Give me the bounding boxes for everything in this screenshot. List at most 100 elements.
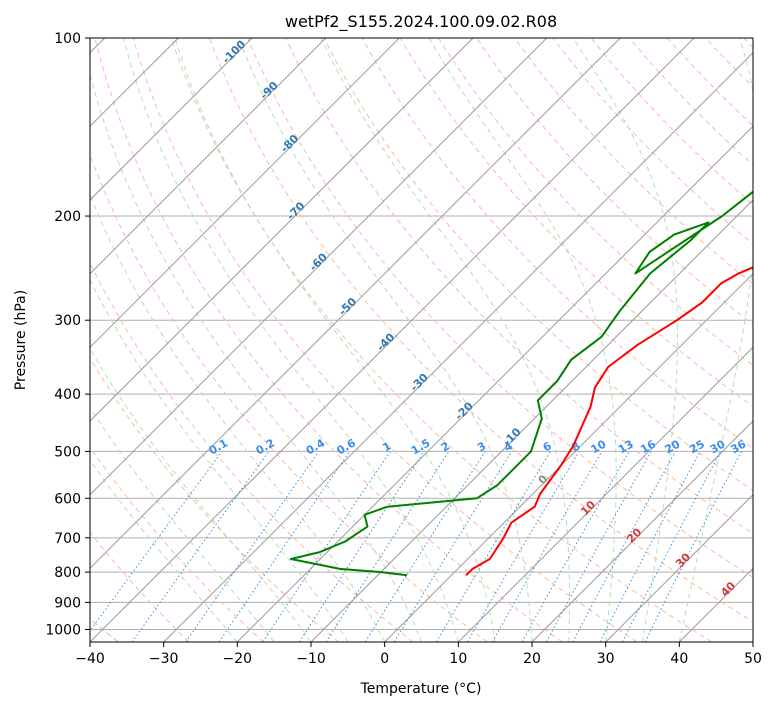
isotherm-label: -70: [284, 199, 307, 222]
isotherm-label: -30: [408, 371, 431, 394]
y-tick-label: 400: [54, 387, 81, 403]
mixing-ratio-label: 20: [662, 437, 682, 456]
mixing-ratio-label: 25: [687, 437, 707, 456]
isotherm-line: [457, 346, 753, 642]
isotherm-label: 0: [536, 472, 551, 487]
mixing-ratio-line: [467, 451, 580, 642]
isotherm-line: [236, 125, 753, 642]
isotherm-line: [163, 51, 753, 642]
moist-adiabat-line: [90, 406, 275, 642]
temperature-profile-line: [465, 266, 753, 577]
isotherm-label: 30: [673, 550, 693, 570]
mixing-ratio-line: [545, 451, 652, 642]
dry-adiabat-line: [90, 261, 414, 642]
isotherm-line: [90, 38, 695, 642]
plot-frame: [89, 37, 754, 643]
y-tick-label: 900: [54, 595, 81, 611]
isotherm-label: -50: [336, 295, 359, 318]
mixing-ratio-label: 36: [729, 437, 749, 456]
mixing-ratio-line: [435, 451, 552, 642]
y-tick-label: 500: [54, 444, 81, 460]
dry-adiabat-line: [399, 38, 753, 408]
isotherm-label: 20: [624, 525, 644, 545]
y-tick-label: 300: [54, 313, 81, 329]
isotherm-line: [310, 199, 753, 642]
moist-adiabat-line: [174, 38, 496, 642]
x-tick-label: −20: [223, 651, 253, 667]
x-tick-label: 50: [744, 651, 762, 667]
mixing-ratio-line: [364, 451, 486, 642]
mixing-ratio-line: [90, 451, 223, 632]
moist-adiabat-line: [90, 278, 349, 642]
isotherm-label: 40: [718, 579, 738, 599]
mixing-ratio-label: 0.2: [254, 436, 277, 457]
isotherm-line: [90, 38, 621, 570]
isotherm-line: [90, 38, 548, 496]
dry-adiabat-line: [743, 38, 753, 49]
isotherm-label: -80: [278, 132, 301, 155]
x-tick-label: 30: [597, 651, 615, 667]
x-axis-title: Temperature (°C): [360, 681, 482, 697]
isotherm-label: -20: [453, 399, 476, 422]
isotherm-line: [531, 420, 753, 642]
y-axis-title: Pressure (hPa): [13, 290, 29, 390]
dry-adiabat-line: [170, 38, 712, 642]
mixing-ratio-line: [521, 451, 630, 642]
mixing-ratio-label: 1.5: [409, 436, 432, 457]
dry-adiabat-line: [209, 38, 753, 623]
mixing-ratio-line: [131, 451, 270, 642]
dry-adiabat-line: [285, 38, 753, 535]
isotherm-label: -60: [307, 250, 330, 273]
dry-adiabat-line: [247, 38, 753, 578]
y-tick-label: 800: [54, 565, 81, 581]
x-tick-label: 10: [449, 651, 467, 667]
isotherm-line: [90, 38, 253, 201]
dry-adiabat-line: [437, 38, 753, 366]
y-tick-label: 1000: [45, 622, 81, 638]
mixing-ratio-label: 0.4: [304, 436, 328, 457]
mixing-ratio-line: [298, 451, 425, 642]
mixing-ratio-label: 10: [589, 437, 609, 456]
mixing-ratio-label: 1: [380, 439, 393, 454]
isotherm-line: [384, 272, 753, 642]
isotherm-line: [90, 38, 327, 275]
moist-adiabat-line: [238, 38, 533, 642]
mixing-ratio-label: 13: [616, 437, 636, 456]
dewpoint-profile-line: [289, 190, 753, 577]
x-tick-label: 40: [670, 651, 688, 667]
moist-adiabat-line: [123, 38, 459, 642]
mixing-ratio-line: [572, 451, 676, 642]
isotherm-label: -90: [257, 79, 280, 102]
mixing-ratio-line: [491, 451, 603, 642]
moist-adiabat-line: [428, 38, 617, 642]
x-tick-label: 0: [380, 651, 389, 667]
moist-adiabat-line: [90, 193, 386, 642]
mixing-ratio-label: 6: [541, 439, 554, 454]
isotherm-label: -40: [374, 330, 397, 353]
isotherm-line: [90, 38, 474, 422]
moist-adiabat-line: [90, 72, 422, 642]
mixing-ratio-line: [218, 451, 351, 642]
isotherm-line: [90, 38, 400, 349]
dry-adiabat-line: [705, 38, 753, 88]
y-tick-label: 700: [54, 531, 81, 547]
dry-adiabat-line: [90, 531, 190, 642]
mixing-ratio-line: [393, 451, 513, 642]
dry-adiabat-line: [323, 38, 753, 492]
mixing-ratio-label: 3: [475, 439, 488, 454]
chart-title: wetPf2_S155.2024.100.09.02.R08: [285, 12, 557, 32]
isotherm-line: [605, 493, 753, 642]
mixing-ratio-line: [325, 451, 450, 642]
mixing-ratio-line: [262, 451, 391, 642]
isotherm-line: [752, 641, 753, 642]
y-tick-label: 200: [54, 209, 81, 225]
y-tick-label: 600: [54, 491, 81, 507]
isotherm-line: [678, 567, 753, 642]
dry-adiabat-line: [94, 38, 563, 642]
mixing-ratio-label: 30: [708, 437, 728, 456]
moist-adiabat-line: [90, 459, 238, 642]
mixing-ratio-label: 16: [638, 437, 658, 456]
dry-adiabat-line: [90, 357, 339, 642]
dry-adiabat-line: [132, 38, 638, 642]
y-tick-label: 100: [54, 31, 81, 47]
